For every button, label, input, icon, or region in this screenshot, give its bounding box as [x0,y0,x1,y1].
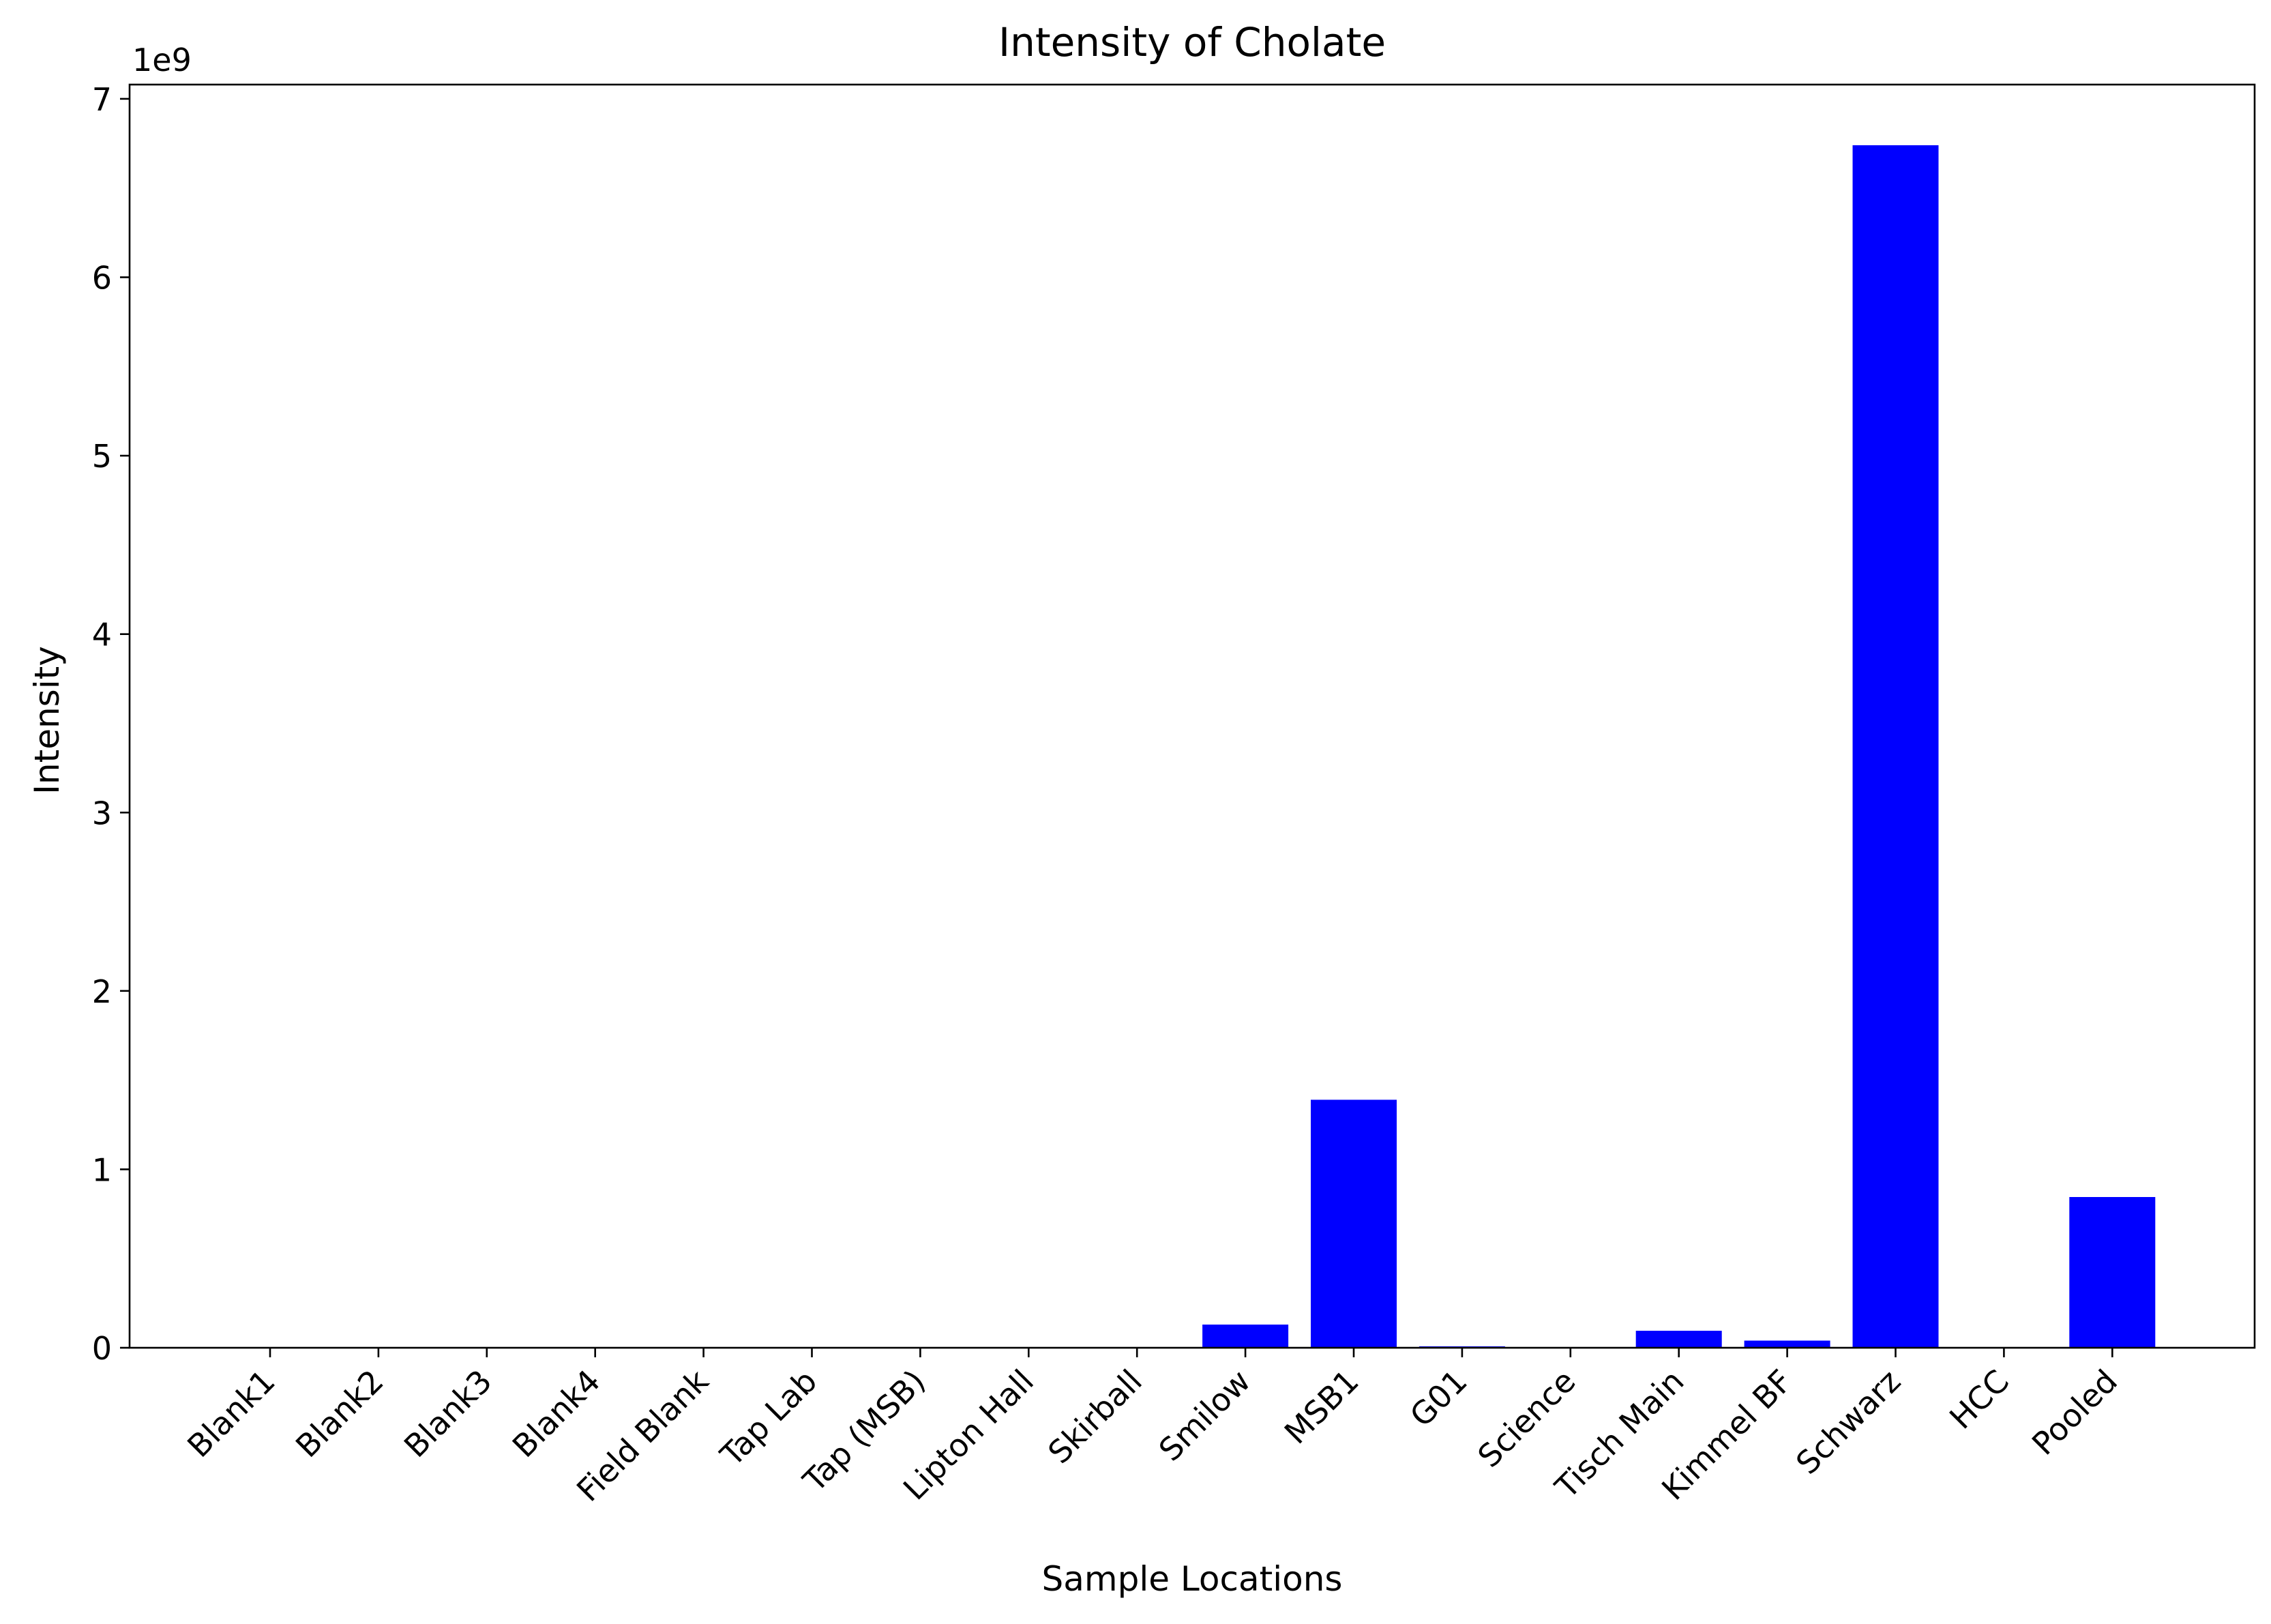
y-axis-label: Intensity [27,646,67,795]
y-tick-label: 4 [92,617,112,653]
chart-title: Intensity of Cholate [998,19,1386,65]
x-tick-label: MSB1 [1277,1363,1366,1451]
x-tick-label: Science [1470,1363,1582,1475]
y-tick-label: 0 [92,1330,112,1367]
y-tick-label: 3 [92,795,112,831]
y-tick-label: 5 [92,438,112,475]
bar-pooled [2069,1197,2156,1348]
y-axis-offset-label: 1e9 [132,42,192,78]
y-tick-label: 7 [92,81,112,118]
x-tick-label: Blank2 [288,1363,391,1465]
x-tick-label: Schwarz [1789,1363,1908,1481]
y-tick-label: 6 [92,260,112,297]
x-tick-label: G01 [1403,1363,1474,1434]
x-tick-label: Blank1 [180,1363,282,1465]
bar-tisch-main [1635,1331,1722,1348]
y-tick-label: 1 [92,1151,112,1188]
x-tick-label: Pooled [2025,1363,2124,1462]
x-tick-label: Tap Lab [713,1363,824,1474]
x-tick-label: Skirball [1041,1363,1149,1471]
x-tick-label: HCC [1942,1363,2016,1436]
y-axis-ticks: 0 1 2 3 4 5 6 7 [92,81,130,1367]
bars-layer [1202,145,2156,1348]
x-tick-label: Smilow [1152,1363,1258,1468]
bar-msb1 [1311,1099,1397,1348]
x-axis-label: Sample Locations [1042,1559,1343,1599]
bar-schwarz [1852,145,1939,1348]
bar-kimmel-bf [1744,1340,1830,1348]
y-tick-label: 2 [92,973,112,1010]
plot-area-frame [128,83,2256,1349]
x-tick-label: Blank3 [397,1363,499,1465]
x-tick-label: Blank4 [505,1363,608,1465]
bar-smilow [1202,1325,1289,1348]
